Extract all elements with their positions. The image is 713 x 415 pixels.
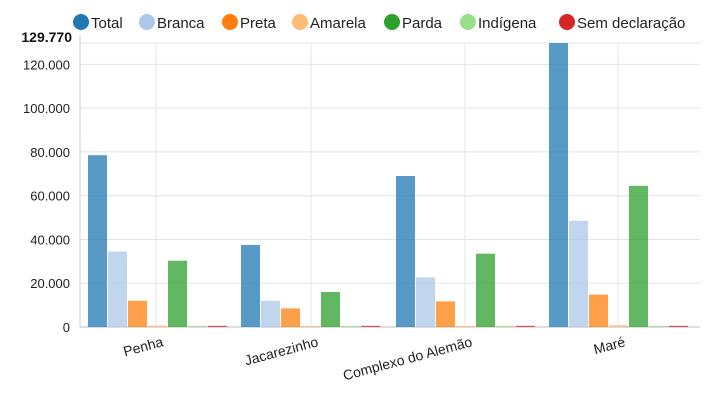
- bar-total-penha[interactable]: [88, 155, 107, 327]
- bar-parda-penha[interactable]: [168, 260, 187, 327]
- bar-amarela-penha[interactable]: [148, 325, 167, 327]
- y-tick-label: 40.000: [30, 232, 70, 247]
- bar-sem-declaracao-mare[interactable]: [669, 325, 688, 327]
- x-tick-label-jacarezinho: Jacarezinho: [243, 333, 320, 368]
- bar-total-mare[interactable]: [549, 43, 568, 327]
- bar-indigena-complexo-do-alemao[interactable]: [496, 325, 515, 327]
- legend-item-indigena[interactable]: Indígena: [460, 14, 537, 32]
- bar-group-complexo-do-alemao: [396, 175, 535, 327]
- bar-sem-declaracao-complexo-do-alemao[interactable]: [516, 325, 535, 327]
- bar-branca-jacarezinho[interactable]: [261, 300, 280, 327]
- legend-item-sem-declaracao[interactable]: Sem declaração: [559, 14, 685, 32]
- y-max-label: 129.770: [21, 29, 72, 45]
- bar-preta-complexo-do-alemao[interactable]: [436, 301, 455, 327]
- bar-branca-complexo-do-alemao[interactable]: [416, 277, 435, 327]
- y-tick-label: 100.000: [23, 101, 70, 116]
- bar-sem-declaracao-jacarezinho[interactable]: [361, 325, 380, 327]
- bar-total-jacarezinho[interactable]: [241, 244, 260, 327]
- legend-swatch: [139, 14, 155, 30]
- bar-total-complexo-do-alemao[interactable]: [396, 175, 415, 327]
- bar-group-mare: [549, 43, 688, 327]
- legend-item-amarela[interactable]: Amarela: [292, 14, 367, 32]
- legend: Total Branca Preta Amarela Parda Indígena Sem …: [73, 14, 685, 32]
- x-tick-label-mare: Maré: [592, 333, 627, 357]
- bar-preta-mare[interactable]: [589, 294, 608, 327]
- legend-item-total[interactable]: Total: [73, 14, 123, 32]
- legend-swatch: [222, 14, 238, 30]
- y-tick-label: 60.000: [30, 189, 70, 204]
- bar-indigena-jacarezinho[interactable]: [341, 325, 360, 327]
- legend-item-branca[interactable]: Branca: [139, 14, 205, 32]
- bar-parda-jacarezinho[interactable]: [321, 291, 340, 327]
- bar-preta-jacarezinho[interactable]: [281, 308, 300, 327]
- x-tick-label-penha: Penha: [122, 333, 165, 359]
- legend-label: Amarela: [310, 15, 367, 32]
- legend-label: Indígena: [478, 15, 537, 32]
- bar-group-penha: [88, 155, 227, 327]
- bar-indigena-penha[interactable]: [188, 325, 207, 327]
- bar-branca-mare[interactable]: [569, 220, 588, 327]
- legend-label: Preta: [240, 15, 277, 32]
- bars: [88, 43, 688, 327]
- y-tick-label: 80.000: [30, 145, 70, 160]
- y-tick-label: 0: [63, 320, 70, 335]
- legend-label: Sem declaração: [577, 15, 685, 32]
- y-axis: 0 20.000 40.000 60.000 80.000 100.000 120.000 1…: [21, 29, 81, 335]
- bar-group-jacarezinho: [241, 244, 380, 327]
- legend-label: Branca: [157, 15, 205, 32]
- bar-parda-mare[interactable]: [629, 185, 648, 327]
- bar-amarela-jacarezinho[interactable]: [301, 325, 320, 327]
- bar-sem-declaracao-penha[interactable]: [208, 325, 227, 327]
- bar-branca-penha[interactable]: [108, 251, 127, 327]
- legend-item-parda[interactable]: Parda: [384, 14, 443, 32]
- bar-indigena-mare[interactable]: [649, 325, 668, 327]
- bar-preta-penha[interactable]: [128, 300, 147, 327]
- legend-swatch: [73, 14, 89, 30]
- bar-parda-complexo-do-alemao[interactable]: [476, 253, 495, 327]
- bar-amarela-mare[interactable]: [609, 325, 628, 327]
- legend-item-preta[interactable]: Preta: [222, 14, 277, 32]
- legend-label: Total: [91, 15, 123, 32]
- x-axis: Penha Jacarezinho Complexo do Alemão Maré: [122, 333, 627, 383]
- legend-swatch: [384, 14, 400, 30]
- y-tick-label: 120.000: [23, 57, 70, 72]
- y-tick-label: 20.000: [30, 276, 70, 291]
- x-tick-label-complexo-do-alemao: Complexo do Alemão: [341, 333, 474, 383]
- legend-swatch: [292, 14, 308, 30]
- legend-swatch: [559, 14, 575, 30]
- bar-amarela-complexo-do-alemao[interactable]: [456, 325, 475, 327]
- legend-swatch: [460, 14, 476, 30]
- legend-label: Parda: [402, 15, 443, 32]
